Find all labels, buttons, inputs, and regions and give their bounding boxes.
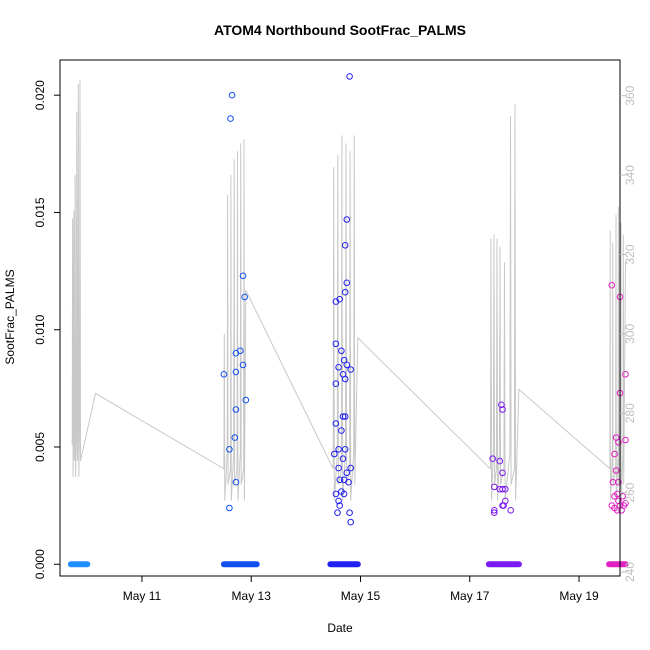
scatter-point: [622, 371, 629, 378]
scatter-point: [343, 361, 351, 369]
y2-tick-label: 340: [623, 165, 637, 185]
scatter-point: [608, 281, 616, 289]
scatter-point: [241, 293, 248, 301]
scatter-point: [611, 450, 618, 458]
scatter-point: [502, 485, 509, 493]
scatter-point: [500, 502, 507, 509]
scatter-point: [340, 356, 348, 364]
scatter-point: [347, 464, 355, 472]
x-axis: May 11 May 13 May 15 May 17 May 19: [123, 576, 599, 603]
y-axis-label: SootFrac_PALMS: [3, 269, 17, 364]
y2-tick-label: 360: [623, 85, 637, 105]
scatter-point: [499, 485, 506, 493]
scatter-point: [347, 518, 355, 526]
chart-title: ATOM4 Northbound SootFrac_PALMS: [214, 22, 466, 38]
scatter-point: [622, 500, 629, 507]
scatter-point: [347, 366, 355, 373]
scatter-point: [332, 490, 340, 498]
y-tick-label: 0.010: [33, 314, 47, 344]
scatter-point: [615, 478, 622, 486]
scatter-point: [332, 420, 340, 427]
scatter-point: [226, 446, 233, 453]
x-axis-label: Date: [327, 621, 353, 635]
scatter-point: [343, 469, 351, 477]
x-tick-label: May 11: [123, 589, 162, 603]
scatter-point: [611, 493, 618, 500]
scatter-point: [341, 375, 349, 383]
x-tick-label: May 19: [559, 589, 599, 603]
scatter-point: [232, 478, 240, 486]
scatter-point: [341, 446, 349, 453]
secondary-trace: [71, 79, 626, 501]
x-tick-label: May 13: [232, 589, 272, 603]
y2-tick-label: 320: [623, 244, 637, 264]
scatter-point: [239, 272, 247, 280]
data-points: [220, 73, 629, 526]
y-tick-label: 0.000: [33, 549, 47, 579]
scatter-point: [336, 295, 344, 303]
scatter-point: [491, 509, 498, 517]
scatter-point: [336, 502, 344, 509]
scatter-point: [220, 371, 228, 378]
scatter-point: [346, 73, 353, 80]
scatter-point: [499, 469, 506, 477]
y2-axis: 240 260 280 300 320 340 360: [620, 85, 637, 582]
scatter-point: [228, 91, 236, 99]
scatter-point: [491, 507, 498, 514]
y2-tick-label: 280: [623, 403, 637, 423]
scatter-point: [232, 406, 240, 413]
y-axis: 0.000 0.005 0.010 0.015 0.020: [33, 80, 60, 579]
scatter-point: [231, 434, 239, 441]
scatter-point: [341, 413, 349, 420]
scatter-point: [338, 347, 345, 355]
scatter-point: [332, 380, 340, 388]
scatter-point: [339, 455, 347, 463]
trace-line: [71, 79, 626, 501]
scatter-point: [335, 364, 342, 371]
scatter-point: [618, 507, 625, 514]
scatter-point: [334, 509, 341, 517]
scatter-point: [332, 340, 340, 348]
scatter-point: [489, 455, 497, 463]
scatter-point: [335, 497, 342, 505]
scatter-point: [331, 450, 338, 458]
scatter-point: [338, 427, 345, 434]
scatter-point: [345, 478, 352, 486]
scatter-point: [346, 509, 353, 517]
scatter-point: [227, 115, 234, 122]
scatter-point: [341, 242, 349, 249]
scatter-point: [622, 436, 629, 444]
scatter-point: [499, 406, 506, 413]
y-tick-label: 0.005: [33, 432, 47, 462]
scatter-point: [339, 413, 347, 420]
scatter-point: [341, 288, 349, 296]
scatter-point: [343, 279, 351, 287]
scatter-point: [615, 439, 622, 446]
scatter-point: [239, 361, 247, 369]
y2-tick-label: 240: [623, 562, 637, 582]
x-tick-label: May 17: [450, 589, 490, 603]
x-tick-label: May 15: [341, 589, 381, 603]
scatter-point: [232, 368, 240, 376]
scatter-point: [496, 457, 504, 465]
scatter-point: [498, 401, 505, 409]
y2-tick-label: 260: [623, 482, 637, 502]
scatter-point: [237, 347, 244, 355]
scatter-point: [336, 476, 344, 484]
scatter-point: [340, 490, 348, 498]
y-tick-label: 0.020: [33, 80, 47, 110]
y2-tick-label: 300: [623, 324, 637, 344]
plot-frame: [59, 59, 621, 577]
scatter-point: [335, 446, 342, 453]
scatter-point: [491, 483, 498, 491]
y-tick-label: 0.015: [33, 197, 47, 227]
scatter-point: [612, 467, 620, 474]
scatter-point: [335, 464, 342, 472]
scatter-point: [507, 507, 515, 514]
scatter-point: [343, 216, 351, 223]
scatter-point: [226, 504, 233, 512]
scatter-point: [242, 396, 250, 404]
